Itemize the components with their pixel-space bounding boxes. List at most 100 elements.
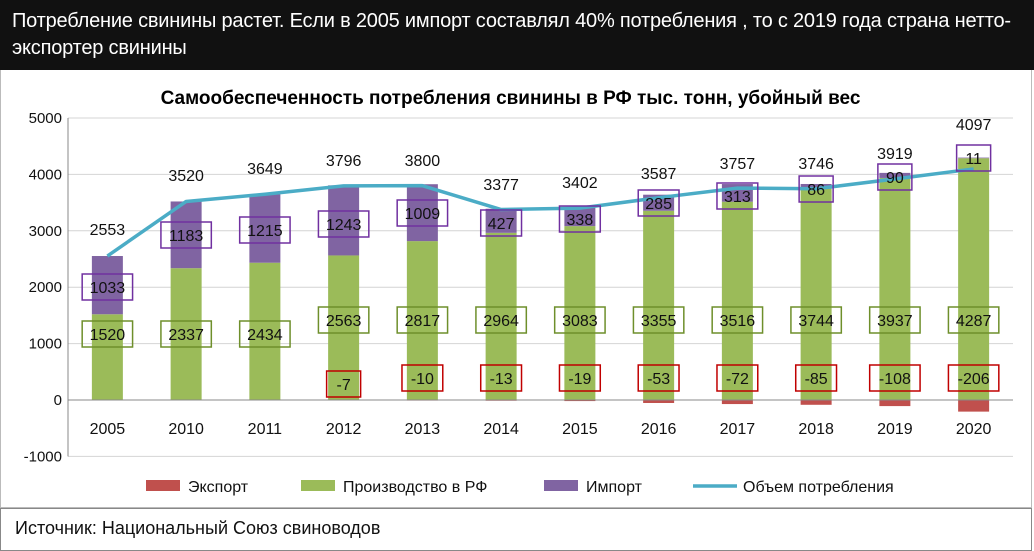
- import-label-box: [317, 210, 370, 238]
- export-label: -72: [726, 371, 749, 388]
- import-bar: [328, 185, 360, 256]
- export-bar: [879, 400, 911, 407]
- consumption-label: 3587: [641, 166, 677, 183]
- import-label: 1033: [90, 280, 126, 297]
- import-label: 90: [886, 170, 904, 187]
- legend-label: Производство в РФ: [343, 479, 487, 496]
- export-label-box: [637, 364, 680, 392]
- export-label: -13: [490, 371, 513, 388]
- x-tick-label: 2018: [798, 421, 834, 438]
- production-label-box: [790, 306, 843, 334]
- production-label: 3516: [720, 313, 756, 330]
- production-label: 3355: [641, 313, 677, 330]
- production-label: 2817: [405, 313, 441, 330]
- chart: Самообеспеченность потребления свинины в…: [24, 88, 1013, 496]
- header-text: Потребление свинины растет. Если в 2005 …: [12, 10, 1011, 59]
- import-bar: [800, 183, 832, 189]
- export-label-box: [558, 364, 602, 392]
- consumption-label: 3796: [326, 153, 362, 170]
- production-label: 2563: [326, 313, 362, 330]
- production-bar: [249, 262, 281, 400]
- production-label-box: [947, 306, 1000, 334]
- import-label-box: [716, 182, 759, 210]
- source-text: Источник: Национальный Союз свиноводов: [15, 518, 381, 538]
- import-label: 11: [965, 151, 982, 168]
- production-label: 3744: [798, 313, 834, 330]
- import-bar: [91, 256, 123, 315]
- import-bar: [564, 207, 596, 227]
- production-label: 2337: [168, 327, 204, 344]
- production-bar: [91, 314, 123, 400]
- import-label: 313: [724, 189, 751, 206]
- export-label: -53: [647, 371, 670, 388]
- export-label-box: [479, 364, 523, 392]
- consumption-label: 3402: [562, 175, 598, 192]
- y-tick-label: -1000: [24, 448, 62, 465]
- consumption-label: 3649: [247, 161, 283, 178]
- import-bar: [170, 201, 202, 269]
- y-tick-label: 1000: [29, 336, 62, 353]
- x-tick-label: 2013: [405, 421, 441, 438]
- source-footer: Источник: Национальный Союз свиноводов: [0, 508, 1032, 551]
- consumption-label: 3919: [877, 146, 913, 163]
- production-bar: [328, 255, 360, 400]
- production-label-box: [238, 320, 291, 348]
- import-label: 1009: [405, 206, 441, 223]
- import-label-box: [81, 273, 134, 301]
- production-bar: [170, 268, 202, 400]
- import-bar: [958, 157, 990, 159]
- production-label-box: [317, 306, 370, 334]
- production-label: 3083: [562, 313, 598, 330]
- x-tick-label: 2019: [877, 421, 913, 438]
- x-tick-label: 2016: [641, 421, 677, 438]
- import-label-box: [877, 163, 913, 191]
- consumption-label: 3757: [720, 156, 756, 173]
- consumption-label: 3800: [405, 153, 441, 170]
- production-label-box: [553, 306, 606, 334]
- production-label: 2964: [483, 313, 519, 330]
- import-label: 1243: [326, 217, 362, 234]
- production-label-box: [711, 306, 764, 334]
- import-label: 86: [807, 182, 825, 199]
- y-tick-label: 2000: [29, 279, 62, 296]
- export-label: -108: [879, 371, 911, 388]
- production-bar: [564, 226, 596, 400]
- production-label-box: [396, 306, 449, 334]
- import-label-box: [637, 189, 680, 217]
- legend-label: Импорт: [586, 479, 643, 496]
- export-label: -85: [805, 371, 828, 388]
- x-tick-label: 2012: [326, 421, 362, 438]
- import-bar: [406, 184, 438, 242]
- export-label-box: [401, 364, 444, 392]
- consumption-label: 3377: [483, 177, 519, 194]
- export-label: -10: [411, 371, 434, 388]
- production-label: 1520: [90, 327, 126, 344]
- consumption-label: 4097: [956, 117, 992, 134]
- consumption-line: [106, 167, 974, 258]
- production-bar: [643, 210, 675, 400]
- production-bar: [879, 177, 911, 400]
- consumption-label: 2553: [90, 222, 126, 239]
- legend-swatch: [544, 480, 578, 491]
- import-label: 1183: [169, 228, 204, 245]
- import-label-box: [558, 205, 602, 233]
- consumption-label: 3746: [798, 156, 834, 173]
- y-tick-label: 0: [54, 392, 62, 409]
- header-banner: Потребление свинины растет. Если в 2005 …: [0, 0, 1034, 70]
- export-label: -7: [337, 377, 351, 394]
- export-label-box: [716, 364, 759, 392]
- legend-label: Объем потребления: [743, 479, 894, 496]
- export-label-box: [947, 364, 1000, 392]
- import-bar: [879, 172, 911, 178]
- production-label-box: [160, 320, 213, 348]
- production-label: 2434: [247, 327, 283, 344]
- import-label-box: [479, 209, 523, 237]
- x-tick-label: 2020: [956, 421, 992, 438]
- x-tick-label: 2017: [720, 421, 756, 438]
- export-bar: [800, 400, 832, 405]
- chart-panel: Самообеспеченность потребления свинины в…: [0, 70, 1032, 508]
- export-label: -19: [568, 371, 591, 388]
- x-tick-label: 2010: [168, 421, 204, 438]
- import-label-box: [955, 144, 992, 172]
- import-label-box: [396, 199, 449, 227]
